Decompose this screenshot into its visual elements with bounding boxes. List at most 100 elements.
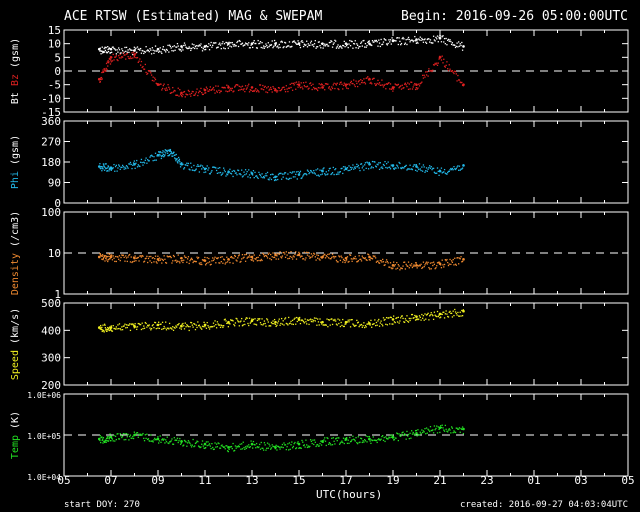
trace-dot <box>309 318 312 320</box>
trace-dot <box>357 260 360 262</box>
trace-dot <box>218 43 220 45</box>
trace-dot <box>104 324 106 326</box>
trace-dot <box>263 47 266 49</box>
trace-dot <box>354 440 356 442</box>
trace-dot <box>278 253 280 255</box>
trace-dot <box>141 66 143 69</box>
trace-dot <box>119 53 121 56</box>
trace-dot <box>447 429 450 431</box>
trace-dot <box>181 95 183 98</box>
trace-dot <box>202 325 204 328</box>
trace-dot <box>417 167 419 169</box>
trace-dot <box>353 166 356 168</box>
trace-dot <box>426 313 428 316</box>
trace-dot <box>154 77 156 79</box>
trace-dot <box>392 267 394 269</box>
trace-dot <box>342 318 344 321</box>
trace-dot <box>186 258 189 260</box>
trace-dot <box>205 44 208 47</box>
trace-dot <box>158 440 161 442</box>
trace-dot <box>455 427 457 429</box>
trace-dot <box>119 168 121 171</box>
trace-dot <box>317 89 319 92</box>
trace-dot <box>407 168 410 170</box>
trace-dot <box>169 441 172 443</box>
trace-dot <box>327 253 329 256</box>
trace-dot <box>130 49 132 51</box>
trace-dot <box>133 327 136 329</box>
trace-dot <box>171 328 173 330</box>
trace-dot <box>175 94 177 96</box>
trace-dot <box>243 320 245 322</box>
trace-dot <box>375 321 378 324</box>
trace-dot <box>396 321 399 323</box>
trace-dot <box>105 439 107 441</box>
data-point <box>415 38 418 41</box>
trace-dot <box>256 260 258 262</box>
trace-dot <box>449 429 451 431</box>
trace-dot <box>353 438 355 440</box>
trace-dot <box>281 255 284 257</box>
trace-dot <box>103 330 105 332</box>
data-point <box>133 53 136 56</box>
trace-dot <box>243 88 245 90</box>
data-point <box>321 440 324 443</box>
trace-dot <box>280 88 283 91</box>
trace-dot <box>161 155 163 158</box>
trace-dot <box>358 255 360 257</box>
trace-dot <box>154 321 157 324</box>
trace-dot <box>458 79 460 81</box>
trace-dot <box>371 258 374 260</box>
trace-dot <box>389 168 392 170</box>
trace-dot <box>246 257 248 259</box>
trace-dot <box>226 173 228 175</box>
trace-dot <box>414 164 416 166</box>
trace-dot <box>445 64 447 67</box>
trace-dot <box>433 171 436 173</box>
trace-dot <box>360 437 362 439</box>
trace-dot <box>339 81 342 84</box>
trace-dot <box>359 324 361 326</box>
trace-dot <box>226 84 228 86</box>
trace-dot <box>207 45 209 48</box>
trace-dot <box>270 44 273 46</box>
trace-dot <box>433 263 436 265</box>
trace-dot <box>374 439 376 441</box>
trace-dot <box>443 429 445 431</box>
trace-dot <box>127 256 129 258</box>
data-point <box>203 167 207 171</box>
x-tick-label: 15 <box>292 474 305 487</box>
trace-dot <box>413 40 415 42</box>
trace-dot <box>129 323 131 325</box>
trace-dot <box>450 43 453 46</box>
data-point <box>297 318 301 321</box>
trace-dot <box>452 258 454 261</box>
trace-dot <box>110 440 112 442</box>
y-tick-label: 90 <box>48 177 61 190</box>
trace-dot <box>218 89 220 92</box>
data-point <box>462 83 465 86</box>
trace-dot <box>209 264 211 266</box>
trace-dot <box>362 82 364 84</box>
trace-dot <box>101 255 103 257</box>
trace-dot <box>234 445 237 447</box>
trace-dot <box>202 48 204 50</box>
trace-dot <box>313 45 315 48</box>
data-point <box>227 446 230 449</box>
trace-dot <box>299 316 301 319</box>
trace-dot <box>171 91 173 94</box>
trace-dot <box>105 51 108 53</box>
trace-dot <box>191 90 193 93</box>
trace-dot <box>382 439 385 442</box>
trace-dot <box>455 73 457 75</box>
data-point <box>180 256 183 260</box>
trace-dot <box>110 329 112 331</box>
trace-dot <box>204 256 206 259</box>
data-point <box>274 320 277 324</box>
trace-dot <box>229 446 231 448</box>
trace-dot <box>229 168 231 170</box>
trace-dot <box>375 261 378 263</box>
trace-dot <box>302 319 304 322</box>
trace-dot <box>427 428 429 430</box>
trace-dot <box>167 327 169 329</box>
